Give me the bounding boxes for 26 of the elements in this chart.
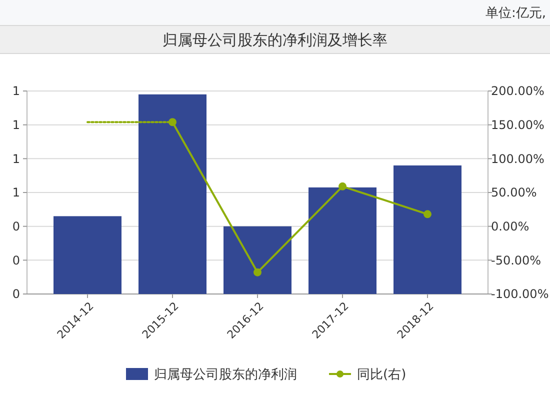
bar	[308, 187, 376, 294]
y-tick-label: 0	[12, 253, 20, 268]
y2-tick-label: 50.00%	[491, 186, 537, 200]
legend-label: 归属母公司股东的净利润	[154, 368, 297, 383]
chart-title: 归属母公司股东的净利润及增长率	[162, 31, 388, 49]
bar	[394, 165, 462, 294]
y-tick-label: 1	[12, 186, 20, 200]
bar	[138, 94, 206, 294]
bar	[224, 226, 292, 294]
y2-tick-label: -50.00%	[491, 253, 542, 268]
legend-label: 同比(右)	[357, 368, 406, 383]
point	[338, 182, 346, 190]
y2-tick-label: 200.00%	[491, 84, 544, 98]
text: 单位:亿元,	[485, 6, 546, 21]
point	[424, 210, 432, 218]
y-tick-label: 0	[12, 220, 20, 234]
y-tick-label: 1	[12, 152, 20, 166]
y-tick-label: 1	[12, 84, 20, 98]
point	[254, 268, 262, 276]
y-tick-label: 1	[12, 118, 20, 132]
y2-tick-label: 100.00%	[491, 152, 544, 166]
bar	[54, 216, 122, 294]
y2-tick-label: -100.00%	[491, 287, 549, 302]
y2-tick-label: 150.00%	[491, 118, 544, 132]
y-tick-label: 0	[12, 287, 20, 302]
y2-tick-label: 0.00%	[491, 220, 530, 234]
